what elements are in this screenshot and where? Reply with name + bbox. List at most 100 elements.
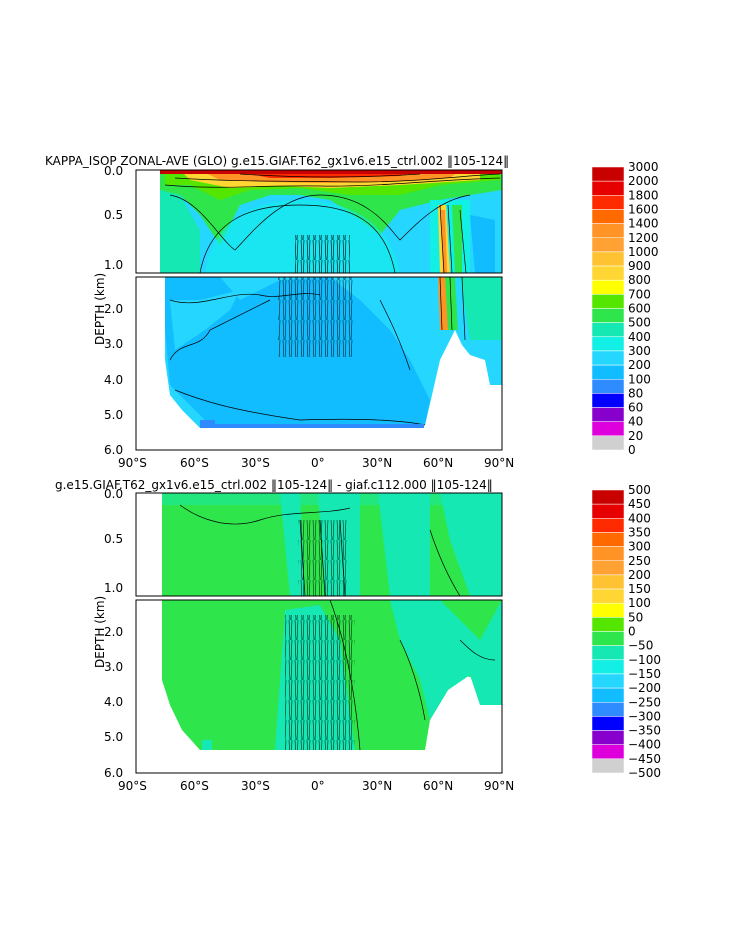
colorbar-label: 150 [628,582,651,596]
colorbar-label: 700 [628,287,651,301]
p2-xtick-0: 90°S [118,779,147,793]
colorbar-label: 500 [628,316,651,330]
colorbar-label: 1600 [628,202,659,216]
p2-xtick-2: 30°S [241,779,270,793]
colorbar-swatch [591,673,625,689]
colorbar-label: −50 [628,639,653,653]
colorbar-swatch [591,702,625,717]
colorbar-label: 200 [628,358,651,372]
p1-xtick-0: 90°S [118,456,147,470]
colorbar-label: −400 [628,738,661,752]
colorbar-swatch [591,435,625,451]
colorbar-swatch [591,166,625,182]
panel2-y-ticks: 0.0 0.5 1.0 2.0 3.0 4.0 5.0 6.0 [104,487,123,780]
colorbar-swatch [591,716,625,731]
panel2-colorbar: 500450400350300250200150100500−50−100−15… [591,483,661,780]
colorbar-swatch [591,574,625,590]
p2-ytick-2: 1.0 [104,581,123,595]
colorbar-swatch [591,687,625,703]
colorbar-label: 300 [628,540,651,554]
colorbar-swatch [591,560,625,576]
colorbar-label: 350 [628,525,651,539]
colorbar-label: 80 [628,386,643,400]
colorbar-swatch [591,730,625,745]
colorbar-label: −200 [628,681,661,695]
colorbar-swatch [591,518,625,533]
p1-ytick-5: 4.0 [104,373,123,387]
colorbar-swatch [591,237,625,253]
colorbar-label: 500 [628,483,651,497]
colorbar-label: 250 [628,554,651,568]
p2-ytick-7: 6.0 [104,766,123,780]
colorbar-label: 0 [628,443,636,457]
colorbar-label: 600 [628,302,651,316]
p2-ytick-1: 0.5 [104,532,123,546]
colorbar-label: 100 [628,596,651,610]
colorbar-swatch [591,209,625,224]
p2-xtick-5: 60°N [423,779,453,793]
colorbar-swatch [591,195,625,210]
colorbar-label: −100 [628,653,661,667]
p1-ytick-7: 6.0 [104,443,123,457]
colorbar-label: 2000 [628,174,659,188]
panel1-x-ticks: 90°S 60°S 30°S 0° 30°N 60°N 90°N [118,456,514,470]
colorbar-label: 40 [628,415,643,429]
colorbar-label: 1800 [628,188,659,202]
p1-xtick-3: 0° [311,456,325,470]
colorbar-swatch [591,421,625,437]
colorbar-label: −500 [628,766,661,780]
panel1-upper-frame [135,169,503,274]
colorbar-swatch [591,744,625,760]
colorbar-label: 1000 [628,245,659,259]
colorbar-swatch [591,407,625,422]
panel1-colorbar: 3000200018001600140012001000900800700600… [591,160,659,457]
p2-xtick-4: 30°N [362,779,392,793]
p2-ytick-3: 2.0 [104,625,123,639]
colorbar-swatch [591,532,625,547]
colorbar-label: −150 [628,667,661,681]
colorbar-label: 60 [628,401,643,415]
colorbar-label: 3000 [628,160,659,174]
panel1-y-ticks: 0.0 0.5 1.0 2.0 3.0 4.0 5.0 6.0 [104,164,123,457]
p1-xtick-1: 60°S [180,456,209,470]
p2-ytick-0: 0.0 [104,487,123,501]
colorbar-label: −250 [628,695,661,709]
p2-ytick-4: 3.0 [104,660,123,674]
p2-xtick-3: 0° [311,779,325,793]
panel2-upper-frame [135,492,503,597]
p1-ytick-4: 3.0 [104,337,123,351]
p1-xtick-2: 30°S [241,456,270,470]
p1-ytick-3: 2.0 [104,302,123,316]
colorbar-swatch [591,631,625,646]
p1-ytick-0: 0.0 [104,164,123,178]
colorbar-swatch [591,617,625,632]
colorbar-swatch [591,489,625,505]
panel1-y-axis-label: DEPTH (km) [93,273,107,345]
panel1-lower-field [136,277,502,450]
colorbar-swatch [591,602,625,618]
panel2-x-ticks: 90°S 60°S 30°S 0° 30°N 60°N 90°N [118,779,514,793]
colorbar-label: −350 [628,724,661,738]
colorbar-label: 400 [628,511,651,525]
panel2-lower-frame [135,599,503,774]
colorbar-label: 100 [628,372,651,386]
colorbar-label: 450 [628,497,651,511]
colorbar-swatch [591,294,625,309]
p2-ytick-6: 5.0 [104,730,123,744]
panel2-y-axis-label: DEPTH (km) [93,596,107,668]
colorbar-swatch [591,645,625,661]
colorbar-swatch [591,503,625,519]
colorbar-label: 50 [628,610,643,624]
panel1-title: KAPPA_ISOP ZONAL-AVE (GLO) g.e15.GIAF.T6… [45,154,509,168]
p1-xtick-4: 30°N [362,456,392,470]
colorbar-label: −450 [628,752,661,766]
colorbar-swatch [591,659,625,675]
colorbar-swatch [591,308,625,323]
colorbar-swatch [591,279,625,295]
p1-xtick-5: 60°N [423,456,453,470]
p1-ytick-2: 1.0 [104,258,123,272]
panel2-upper-field [136,493,502,596]
colorbar-swatch [591,265,625,281]
colorbar-label: 300 [628,344,651,358]
colorbar-swatch [591,336,625,352]
